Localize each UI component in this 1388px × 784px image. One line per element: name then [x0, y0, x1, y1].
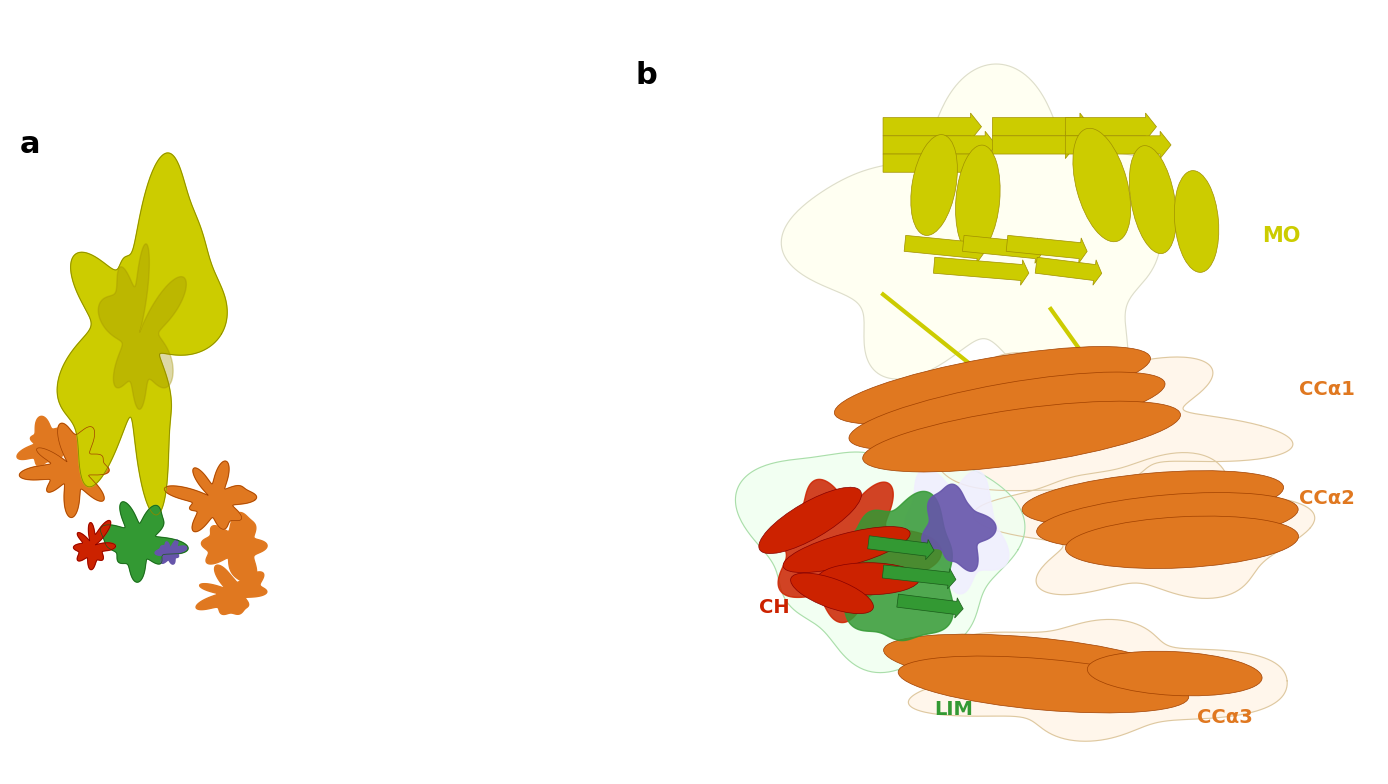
FancyArrow shape — [883, 565, 956, 589]
Polygon shape — [973, 452, 1314, 598]
Polygon shape — [201, 513, 266, 583]
Polygon shape — [164, 461, 257, 532]
Ellipse shape — [1022, 470, 1284, 526]
FancyArrow shape — [897, 594, 963, 618]
Polygon shape — [781, 64, 1169, 406]
FancyArrow shape — [992, 113, 1091, 140]
FancyArrow shape — [1006, 235, 1087, 263]
Ellipse shape — [759, 488, 862, 554]
Text: MO: MO — [1262, 226, 1301, 246]
Polygon shape — [908, 619, 1287, 741]
Polygon shape — [779, 479, 941, 622]
Ellipse shape — [791, 573, 873, 614]
Text: b: b — [636, 61, 657, 90]
FancyArrow shape — [933, 257, 1029, 285]
Ellipse shape — [955, 145, 1001, 254]
Ellipse shape — [1130, 146, 1177, 253]
Text: LIM: LIM — [934, 700, 973, 720]
FancyArrow shape — [868, 535, 934, 560]
Polygon shape — [19, 423, 110, 517]
Polygon shape — [905, 469, 1009, 593]
Ellipse shape — [863, 401, 1180, 472]
FancyArrow shape — [1066, 113, 1156, 140]
Polygon shape — [17, 416, 69, 466]
Ellipse shape — [1066, 516, 1299, 568]
Polygon shape — [901, 353, 1292, 491]
Ellipse shape — [1073, 129, 1131, 241]
FancyArrow shape — [1035, 257, 1102, 285]
Text: CCα2: CCα2 — [1299, 489, 1355, 508]
Polygon shape — [57, 153, 228, 515]
Polygon shape — [99, 244, 186, 409]
Ellipse shape — [834, 347, 1151, 424]
Ellipse shape — [898, 656, 1188, 713]
Polygon shape — [74, 521, 115, 570]
Ellipse shape — [884, 634, 1174, 691]
Polygon shape — [922, 485, 997, 572]
Text: CCα3: CCα3 — [1196, 708, 1252, 727]
Polygon shape — [736, 452, 1024, 673]
Text: a: a — [19, 130, 40, 159]
FancyArrow shape — [883, 113, 981, 140]
FancyArrow shape — [962, 235, 1044, 263]
Ellipse shape — [849, 372, 1165, 450]
FancyArrow shape — [904, 235, 985, 263]
FancyArrow shape — [883, 131, 997, 158]
FancyArrow shape — [883, 150, 988, 177]
Ellipse shape — [1037, 492, 1298, 548]
FancyArrow shape — [1066, 131, 1171, 158]
Polygon shape — [100, 502, 187, 583]
Ellipse shape — [818, 563, 919, 595]
Polygon shape — [831, 492, 954, 641]
Ellipse shape — [1174, 171, 1219, 272]
Ellipse shape — [1087, 652, 1262, 696]
Text: CCα1: CCα1 — [1299, 379, 1355, 399]
FancyArrow shape — [992, 131, 1076, 158]
Ellipse shape — [783, 527, 911, 572]
Text: CH: CH — [759, 598, 790, 618]
Ellipse shape — [911, 135, 958, 235]
Polygon shape — [155, 540, 187, 564]
Polygon shape — [196, 565, 266, 615]
